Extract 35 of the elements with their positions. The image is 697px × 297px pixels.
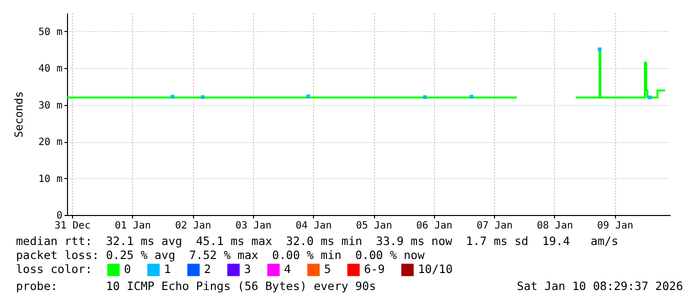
legend-label: 10/10: [418, 262, 453, 276]
legend-label: 5: [324, 262, 331, 276]
y-tick-label: 30 m: [38, 100, 62, 112]
legend-label: 2: [204, 262, 211, 276]
y-tick-label: 10 m: [38, 174, 62, 185]
point: [470, 94, 474, 99]
x-tick-label: 04 Jan: [296, 220, 332, 232]
legend-label: 4: [284, 262, 291, 276]
y-tick-label: 20 m: [38, 137, 62, 148]
point: [423, 95, 427, 99]
x-tick-label: 31 Dec: [54, 220, 91, 232]
legend-label: 1: [164, 262, 171, 276]
x-tick-label: 05 Jan: [356, 220, 392, 232]
x-tick-label: 03 Jan: [235, 220, 272, 232]
legend-title: loss color:: [16, 262, 92, 276]
point: [648, 96, 652, 100]
legend-label: 0: [124, 262, 131, 276]
y-tick-label: 50 m: [38, 26, 62, 38]
x-tick-label: 01 Jan: [114, 220, 151, 232]
legend-label: 3: [244, 262, 251, 276]
x-tick-label: 08 Jan: [536, 220, 573, 232]
text: Sat Jan 10 08:29:37 2026: [516, 279, 683, 293]
y-tick-label: 40 m: [38, 64, 62, 75]
x-tick-label: 07 Jan: [476, 220, 513, 232]
x-tick-label: 09 Jan: [597, 220, 634, 232]
y-tick-label: 0: [56, 210, 62, 222]
x-tick-label: 02 Jan: [175, 220, 212, 232]
y-axis-title: Seconds: [12, 91, 26, 138]
point: [200, 95, 205, 99]
x-tick-label: 06 Jan: [416, 220, 452, 232]
text: packet loss: 0.25 % avg 7.52 % max 0.00 % min 0.00 % now: [16, 248, 424, 262]
text: median rtt: 32.1 ms avg 45.1 ms max 32.0 ms min 33.9 ms now 1.7 ms sd 19.4 am/s: [16, 234, 618, 248]
legend-label: 6-9: [364, 262, 385, 276]
point: [170, 94, 174, 99]
text: probe: 10 ICMP Echo Pings (56 Bytes) every 90s: [16, 279, 376, 293]
